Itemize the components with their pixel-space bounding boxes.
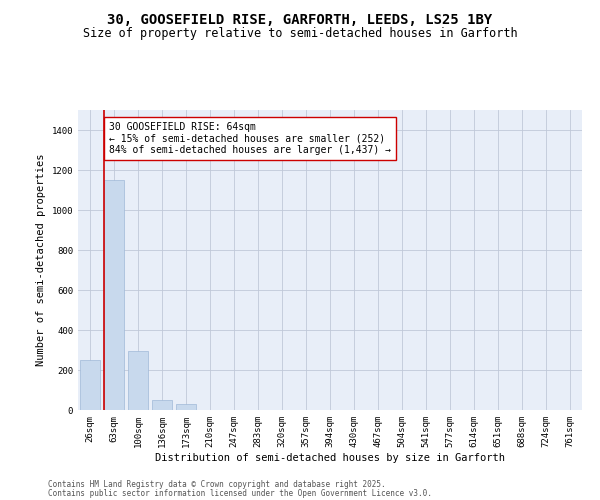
Text: Contains HM Land Registry data © Crown copyright and database right 2025.: Contains HM Land Registry data © Crown c… [48, 480, 386, 489]
Text: 30, GOOSEFIELD RISE, GARFORTH, LEEDS, LS25 1BY: 30, GOOSEFIELD RISE, GARFORTH, LEEDS, LS… [107, 12, 493, 26]
Text: Size of property relative to semi-detached houses in Garforth: Size of property relative to semi-detach… [83, 28, 517, 40]
Bar [80, 360, 100, 410]
X-axis label: Distribution of semi-detached houses by size in Garforth: Distribution of semi-detached houses by … [155, 452, 505, 462]
Text: Contains public sector information licensed under the Open Government Licence v3: Contains public sector information licen… [48, 488, 432, 498]
Bar [104, 180, 124, 410]
Bar [176, 404, 196, 410]
Y-axis label: Number of semi-detached properties: Number of semi-detached properties [36, 154, 46, 366]
Bar [152, 400, 172, 410]
Text: 30 GOOSEFIELD RISE: 64sqm
← 15% of semi-detached houses are smaller (252)
84% of: 30 GOOSEFIELD RISE: 64sqm ← 15% of semi-… [109, 122, 391, 155]
Bar [128, 351, 148, 410]
